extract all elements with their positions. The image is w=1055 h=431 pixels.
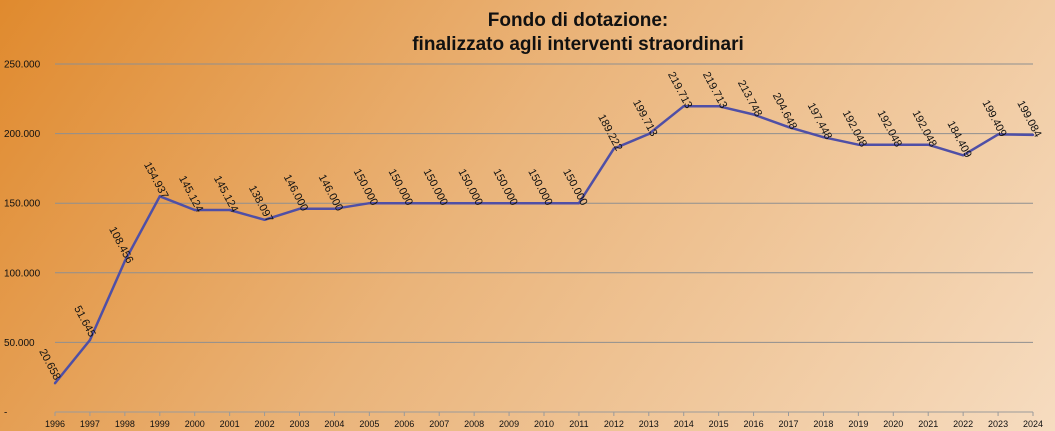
x-tick-label: 1999: [150, 419, 170, 429]
chart-subtitle: finalizzato agli interventi straordinari: [412, 34, 744, 55]
data-label: 150.000: [351, 167, 380, 208]
data-label: 199.409: [979, 98, 1008, 139]
x-tick-label: 2003: [289, 419, 309, 429]
data-label: 189.222: [595, 112, 624, 153]
series-line: [54, 104, 1034, 384]
x-tick-label: 2016: [744, 419, 764, 429]
data-label: 146.000: [281, 173, 310, 214]
data-point: [438, 202, 441, 205]
data-label: 150.000: [386, 167, 415, 208]
x-tick-label: 1998: [115, 419, 135, 429]
data-point: [996, 133, 1000, 136]
x-tick-label: 2012: [604, 419, 624, 429]
data-point: [403, 202, 406, 205]
data-point: [158, 195, 161, 198]
x-tick-label: 2007: [429, 419, 449, 429]
x-tick-label: 2005: [359, 419, 379, 429]
data-point: [542, 202, 546, 205]
data-label: 145.124: [211, 174, 240, 215]
data-label: 108.456: [106, 225, 135, 266]
data-point: [298, 207, 301, 210]
y-tick-label: 200.000: [4, 129, 41, 140]
data-point: [53, 382, 57, 385]
data-point: [892, 143, 895, 146]
x-tick-label: 2001: [220, 419, 240, 429]
data-point: [88, 338, 92, 342]
x-tick-label: 2017: [778, 419, 798, 429]
x-tick-label: 2019: [848, 419, 868, 429]
data-label: 219.713: [700, 70, 729, 111]
data-point: [647, 132, 650, 136]
data-point: [857, 143, 860, 146]
data-label: 150.000: [421, 167, 450, 208]
x-tick-label: 2010: [534, 419, 554, 429]
data-point: [507, 202, 511, 205]
data-label: 199.713: [630, 98, 659, 139]
data-point: [1031, 133, 1035, 137]
y-tick-label: 50.000: [4, 338, 35, 349]
data-point: [123, 259, 127, 263]
data-point: [927, 143, 930, 146]
x-tick-label: 2008: [464, 419, 484, 429]
data-label: 20.658: [36, 347, 62, 382]
y-tick-label: -: [4, 408, 7, 419]
data-label: 51.645: [71, 304, 97, 339]
x-tick-label: 2011: [569, 419, 588, 429]
x-tick-label: 1997: [80, 419, 100, 429]
data-label: 150.000: [525, 167, 554, 208]
data-label: 154.937: [141, 160, 170, 201]
x-tick-label: 2013: [639, 419, 659, 429]
x-tick-label: 2023: [988, 419, 1008, 429]
x-tick-label: 2024: [1023, 419, 1043, 429]
data-label: 146.000: [316, 173, 345, 214]
x-tick-label: 2015: [709, 419, 729, 429]
y-tick-label: 150.000: [4, 199, 41, 210]
data-label: 192.048: [875, 108, 904, 149]
x-tick-label: 2014: [674, 419, 694, 429]
data-point: [577, 202, 581, 205]
x-tick-label: 2009: [499, 419, 519, 429]
data-point: [228, 208, 231, 212]
data-point: [682, 104, 685, 108]
data-point: [717, 104, 720, 108]
x-tick-label: 2018: [813, 419, 833, 429]
x-tick-label: 2020: [883, 419, 903, 429]
x-tick-label: 2000: [185, 419, 205, 429]
data-point: [263, 218, 266, 221]
data-series: [53, 104, 1035, 385]
data-point: [822, 135, 825, 139]
x-tick-label: 1996: [45, 419, 65, 429]
x-tick-label: 2021: [918, 419, 938, 429]
x-tick-label: 2022: [953, 419, 973, 429]
data-label: 219.713: [665, 70, 694, 111]
axes: - 50.000 100.000 150.000 200.000 250.000 1996 1…: [4, 60, 1043, 430]
y-tick-label: 100.000: [4, 268, 41, 279]
data-label: 150.000: [490, 167, 519, 208]
data-point: [472, 202, 476, 205]
data-label: 192.048: [910, 108, 939, 149]
chart-title: Fondo di dotazione:: [488, 10, 668, 31]
x-tick-label: 2006: [394, 419, 414, 429]
x-tick-label: 2004: [324, 419, 344, 429]
data-point: [193, 208, 196, 212]
data-point: [752, 113, 755, 116]
data-point: [333, 207, 336, 210]
data-point: [368, 202, 371, 205]
x-tick-label: 2002: [255, 419, 275, 429]
data-point: [787, 125, 790, 129]
y-tick-label: 250.000: [4, 60, 41, 71]
data-label: 150.000: [455, 167, 484, 208]
data-point: [612, 147, 616, 150]
data-label: 150.000: [560, 167, 589, 208]
data-point: [961, 154, 965, 157]
